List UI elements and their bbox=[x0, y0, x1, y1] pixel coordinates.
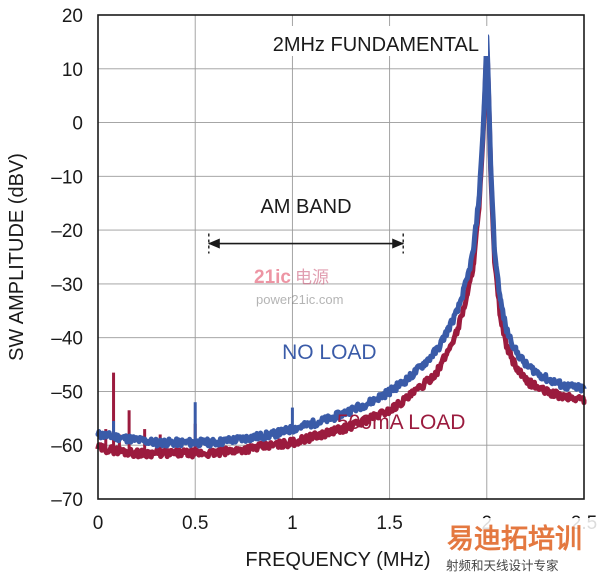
x-tick-label: 1.5 bbox=[376, 513, 402, 534]
y-tick-label: –20 bbox=[51, 221, 83, 242]
series-label-500ma-load: 500mA LOAD bbox=[337, 411, 465, 434]
annotation-backdrop bbox=[256, 26, 488, 56]
y-tick-label: –40 bbox=[51, 329, 83, 350]
y-tick-label: –10 bbox=[51, 167, 83, 188]
series-label-no-load: NO LOAD bbox=[282, 341, 377, 364]
series-layer bbox=[95, 34, 587, 460]
x-tick-label: 1 bbox=[287, 513, 298, 534]
watermark-brand-21ic: 21ic bbox=[254, 267, 291, 288]
plot-frame bbox=[97, 14, 585, 500]
x-tick-label: 0 bbox=[93, 513, 104, 534]
watermark-url: power21ic.com bbox=[256, 292, 343, 307]
watermark-21ic: 21ic 电源 power21ic.com bbox=[254, 267, 343, 307]
y-tick-label: 0 bbox=[72, 114, 83, 135]
series-line-no-load bbox=[95, 34, 587, 449]
y-tick-label: –30 bbox=[51, 275, 83, 296]
y-tick-label: 10 bbox=[62, 60, 83, 81]
watermark-mweda: 易迪拓培训 射频和天线设计专家 bbox=[440, 518, 600, 575]
watermark-logo: 易迪拓培训 bbox=[447, 524, 582, 554]
y-tick-label: –60 bbox=[51, 436, 83, 457]
y-tick-label: –70 bbox=[51, 490, 83, 511]
x-tick-label: 0.5 bbox=[182, 513, 208, 534]
x-axis-title: FREQUENCY (MHz) bbox=[245, 549, 430, 571]
series-line-500ma-load bbox=[95, 42, 587, 460]
watermark-tagline: 射频和天线设计专家 bbox=[446, 558, 559, 573]
watermark-brand-power: 电源 bbox=[295, 268, 329, 287]
annotation-am-band: AM BAND bbox=[260, 196, 351, 218]
annotations: 2MHz FUNDAMENTAL AM BAND bbox=[207, 26, 488, 254]
y-tick-label: –50 bbox=[51, 382, 83, 403]
watermark-backdrop bbox=[440, 518, 600, 575]
annotation-2mhz-fundamental: 2MHz FUNDAMENTAL bbox=[273, 34, 479, 56]
y-axis-title: SW AMPLITUDE (dBV) bbox=[6, 153, 28, 361]
y-tick-label: 20 bbox=[62, 6, 83, 27]
